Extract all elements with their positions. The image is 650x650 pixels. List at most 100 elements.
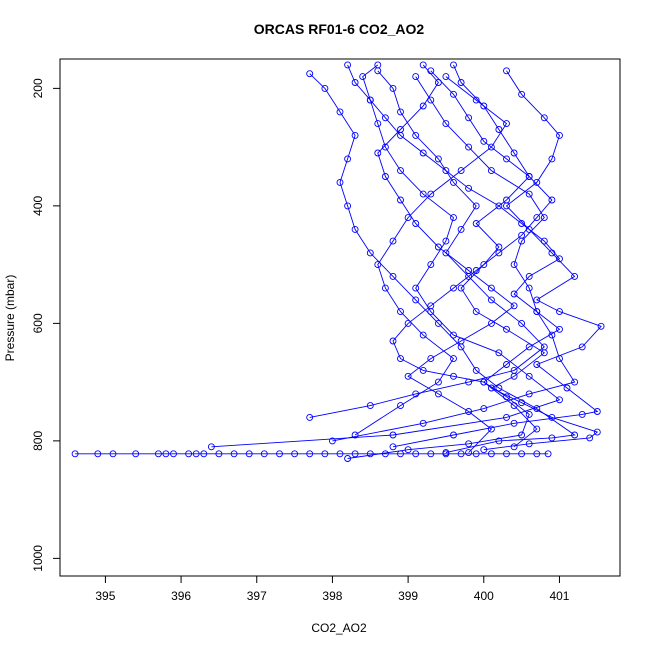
series-line — [332, 76, 576, 442]
data-point — [533, 450, 541, 458]
data-point — [419, 331, 427, 339]
data-point — [344, 155, 352, 163]
data-point — [442, 249, 450, 257]
data-point — [185, 450, 193, 458]
data-point — [321, 450, 329, 458]
data-point — [495, 349, 503, 357]
data-point — [434, 155, 442, 163]
data-point — [487, 319, 495, 327]
data-point — [404, 214, 412, 222]
data-point — [389, 431, 397, 439]
data-point — [563, 384, 571, 392]
series-line — [309, 70, 545, 418]
x-axis-label: CO2_AO2 — [311, 621, 367, 635]
data-point — [109, 450, 117, 458]
data-point — [525, 390, 533, 398]
data-point — [404, 319, 412, 327]
series-profile-7 — [450, 61, 601, 454]
data-point — [487, 143, 495, 151]
data-point — [457, 79, 465, 86]
x-tick-label: 399 — [398, 589, 418, 603]
series-profile-10 — [344, 61, 563, 451]
data-point — [374, 261, 382, 269]
series-profile-6 — [306, 70, 579, 457]
data-point — [71, 450, 79, 458]
data-point — [510, 261, 518, 269]
data-point — [450, 90, 457, 98]
data-point — [442, 73, 450, 81]
data-point — [434, 79, 442, 86]
data-point — [518, 431, 526, 439]
data-point — [207, 443, 215, 451]
data-point — [260, 450, 268, 458]
data-point — [487, 167, 495, 175]
data-point — [525, 190, 533, 198]
data-point — [442, 167, 450, 175]
data-point — [556, 131, 563, 139]
data-point — [518, 399, 526, 407]
data-point — [480, 405, 488, 413]
data-point — [366, 450, 374, 458]
data-point — [336, 108, 344, 116]
data-point — [419, 366, 427, 374]
y-tick-label: 200 — [31, 78, 45, 98]
data-point — [94, 450, 102, 458]
data-point — [442, 237, 450, 245]
y-tick-label: 1000 — [31, 545, 45, 572]
data-point — [487, 450, 495, 458]
data-point — [503, 413, 510, 421]
data-point — [351, 450, 359, 458]
data-point — [472, 308, 480, 316]
x-tick-label: 396 — [171, 589, 191, 603]
data-point — [544, 450, 552, 458]
data-point — [571, 272, 579, 280]
data-point — [503, 196, 510, 204]
data-point — [442, 449, 450, 457]
data-point — [465, 267, 473, 274]
data-point — [170, 450, 177, 458]
data-point — [434, 243, 442, 251]
data-point — [480, 261, 488, 269]
data-point — [518, 231, 526, 239]
data-point — [419, 190, 427, 198]
data-point — [503, 67, 510, 75]
data-point — [434, 319, 442, 327]
data-point — [359, 73, 367, 81]
data-point — [465, 114, 473, 122]
data-point — [525, 410, 533, 418]
data-point — [404, 372, 412, 380]
data-point — [457, 337, 465, 345]
data-point — [503, 155, 510, 163]
x-axis: 395 396 397 398 399 400 401 — [95, 575, 570, 603]
data-point — [397, 308, 404, 316]
data-point — [366, 402, 374, 410]
data-point — [381, 143, 389, 151]
data-point — [450, 178, 457, 186]
series-line — [309, 73, 576, 454]
data-point — [419, 61, 427, 69]
data-point — [503, 450, 510, 458]
data-point — [344, 61, 352, 69]
data-point — [510, 372, 518, 380]
data-point — [200, 450, 208, 458]
data-point — [480, 378, 488, 386]
data-point — [306, 450, 314, 458]
data-point — [495, 249, 503, 257]
data-point — [480, 137, 488, 145]
data-point — [366, 96, 374, 104]
data-point — [351, 79, 359, 86]
data-point — [556, 325, 563, 333]
data-point — [556, 396, 563, 404]
data-point — [450, 431, 457, 439]
data-point — [510, 443, 518, 451]
data-point — [472, 202, 480, 210]
data-point — [374, 120, 382, 128]
data-point — [487, 296, 495, 304]
data-point — [344, 202, 352, 210]
data-point — [510, 419, 518, 427]
data-point — [593, 408, 601, 415]
data-point — [525, 173, 533, 180]
data-point — [457, 450, 465, 458]
data-point — [419, 149, 427, 157]
data-point — [132, 450, 140, 458]
